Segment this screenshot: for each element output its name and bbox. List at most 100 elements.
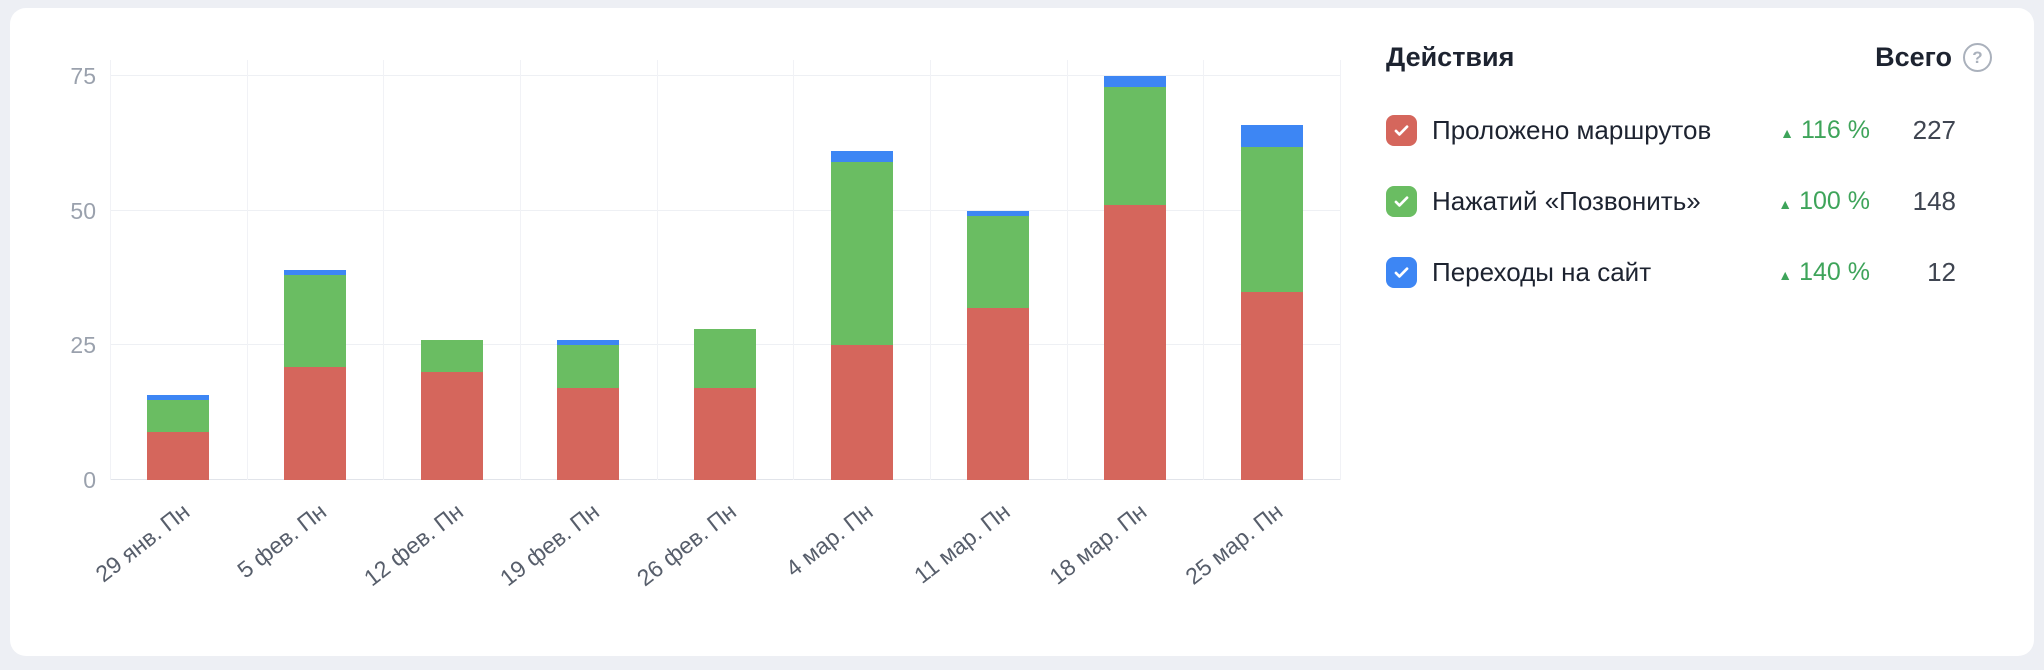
trend-delta: ▲ 116 % [1780,116,1870,144]
legend-checkbox-checked[interactable] [1386,186,1417,217]
bar-segment-2 [694,329,757,388]
legend-row[interactable]: Нажатий «Позвонить» ▲ 100 % 148 [1386,186,1992,217]
bar-segment-3 [147,395,210,400]
y-axis-labels: 0 25 50 75 [54,60,110,493]
bar-segment-2 [147,400,210,432]
stacked-bar [557,340,620,480]
bar-segment-1 [1104,205,1167,480]
legend-title: Действия [1386,42,1515,72]
gridline [110,75,1340,77]
gridline-vertical [246,60,248,480]
gridline-vertical [656,60,658,480]
legend-row-total: 12 [1927,257,1956,287]
y-tick-label: 0 [83,467,96,493]
y-tick-label: 75 [70,63,96,90]
trend-up-icon: ▲ [1780,125,1794,141]
bar-segment-3 [284,270,346,275]
bar-slot [247,60,384,480]
gridline-vertical [1203,60,1205,480]
legend-row-label: Переходы на сайт [1432,257,1652,287]
x-tick-label: 26 фев. Пн [632,498,742,592]
bar-slot [1203,60,1340,480]
bar-segment-1 [420,372,483,480]
trend-delta: ▲ 140 % [1778,258,1870,286]
stacked-bar [830,151,893,480]
help-icon[interactable]: ? [1963,43,1992,72]
bar-segment-1 [694,388,757,480]
plot-wrap: 0 25 50 75 [54,60,1341,493]
legend-row[interactable]: Переходы на сайт ▲ 140 % 12 [1386,257,1992,288]
bar-segment-2 [420,340,483,372]
bar-slot [520,60,657,480]
x-tick-label: 5 фев. Пн [232,498,332,584]
total-column-header: Всего [1875,42,1952,72]
bar-slot [930,60,1067,480]
chart-area: 0 25 50 75 29 янв. Пн 5 фев. Пн 12 фев. Пн 19 … [10,8,1368,656]
legend-row-total: 148 [1912,186,1956,216]
bar-segment-1 [284,367,346,480]
x-tick-label: 19 фев. Пн [495,498,605,592]
x-axis-labels: 29 янв. Пн 5 фев. Пн 12 фев. Пн 19 фев. Пн 2… [91,480,1340,626]
bar-segment-2 [557,345,620,388]
bar-segment-1 [967,308,1030,480]
legend-header: Действия Всего ? [1386,42,1992,73]
trend-delta: ▲ 100 % [1778,187,1870,215]
bar-segment-3 [1104,76,1167,87]
x-tick-label: 11 мар. Пн [908,498,1015,589]
trend-up-icon: ▲ [1778,196,1793,212]
gridline [110,209,1340,211]
x-tick-label: 29 янв. Пн [90,498,195,588]
x-tick-label: 4 мар. Пн [780,498,878,582]
stacked-bar [1240,125,1303,480]
stacked-bar [694,329,757,480]
trend-up-icon: ▲ [1778,267,1793,283]
stats-card: 0 25 50 75 29 янв. Пн 5 фев. Пн 12 фев. Пн 19 … [10,8,2034,656]
check-icon [1394,267,1409,278]
y-tick-label: 50 [70,197,96,224]
bar-segment-2 [1104,87,1167,205]
bar-segment-1 [557,388,620,480]
bar-segment-3 [1240,125,1303,147]
legend-row[interactable]: Проложено маршрутов ▲ 116 % 227 [1386,115,1992,146]
gridline-vertical [1066,60,1068,480]
bar-segment-1 [830,345,893,480]
stacked-bar [284,270,346,480]
bar-segment-2 [284,275,346,367]
bar-segment-1 [1240,292,1303,480]
bar-slot [657,60,794,480]
bar-segment-2 [967,216,1030,308]
bar-segment-3 [967,211,1030,216]
x-tick-label: 12 фев. Пн [358,498,468,592]
bar-segment-3 [557,340,620,345]
plot [110,60,1341,480]
legend-row-label: Нажатий «Позвонить» [1432,186,1701,216]
legend-panel: Действия Всего ? Проложено маршрутов ▲ 116… [1368,8,2034,656]
legend-row-total: 227 [1912,115,1956,145]
x-tick-label: 25 мар. Пн [1180,498,1288,590]
y-tick-label: 25 [70,332,96,359]
legend-checkbox-checked[interactable] [1386,115,1417,146]
stacked-bar [147,395,210,480]
bar-slot [1067,60,1204,480]
bar-slot [383,60,520,480]
bar-segment-1 [147,432,210,480]
bar-segment-2 [1240,147,1303,292]
gridline-vertical [520,60,521,480]
stacked-bar [420,340,483,480]
gridline-vertical [930,60,931,480]
stacked-bar [1104,76,1167,480]
gridline-vertical [1340,60,1341,480]
legend-checkbox-checked[interactable] [1386,257,1417,288]
gridline-vertical [383,60,385,480]
legend-rows: Проложено маршрутов ▲ 116 % 227 Нажатий «Поз… [1386,115,1992,288]
check-icon [1394,196,1409,207]
legend-row-label: Проложено маршрутов [1432,115,1712,145]
bar-slot [793,60,930,480]
x-tick-label: 18 мар. Пн [1044,498,1152,590]
bar-segment-2 [830,162,893,345]
stacked-bar [967,211,1030,480]
bar-slot [110,60,247,480]
gridline-vertical [793,60,795,480]
check-icon [1394,125,1409,136]
